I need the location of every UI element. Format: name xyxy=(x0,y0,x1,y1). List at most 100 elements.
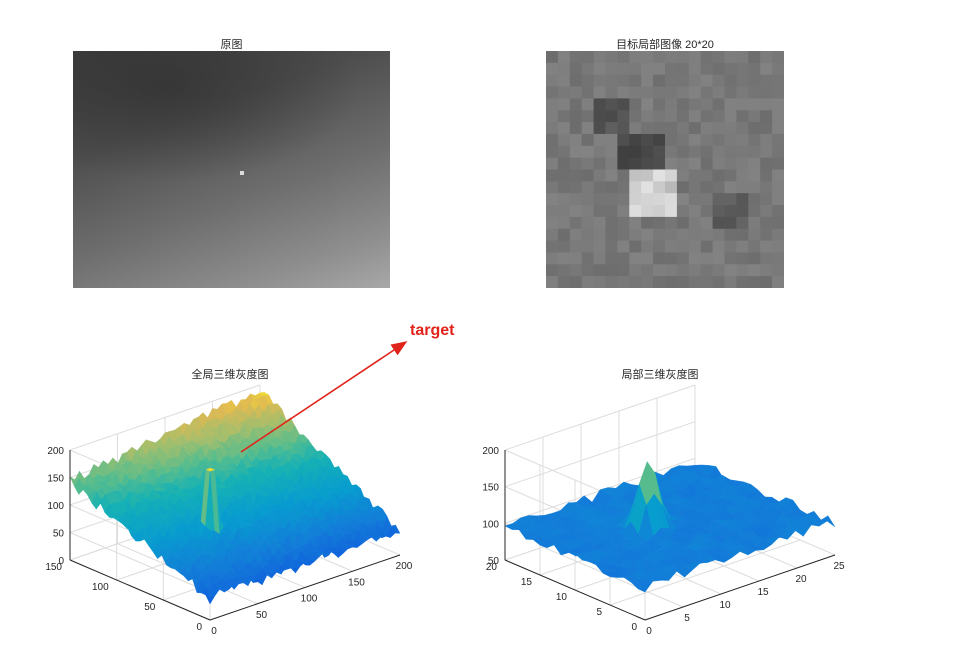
pixel-cell xyxy=(665,98,678,111)
pixel-cell xyxy=(665,122,678,135)
pixel-cell xyxy=(724,157,737,170)
pixel-cell xyxy=(760,98,773,111)
pixel-cell xyxy=(641,98,654,111)
pixel-cell xyxy=(629,193,642,206)
y-tick-label: 0 xyxy=(631,622,637,633)
pixel-cell xyxy=(665,110,678,123)
pixel-cell xyxy=(772,240,784,253)
pixel-cell xyxy=(665,228,678,242)
pixel-cell xyxy=(605,122,618,135)
pixel-cell xyxy=(712,122,725,135)
pixel-cell xyxy=(605,169,618,182)
surface-face xyxy=(637,580,654,593)
pixel-cell xyxy=(629,181,642,194)
pixel-cell xyxy=(581,181,595,194)
pixel-cell xyxy=(593,145,606,159)
pixel-cell xyxy=(665,169,678,182)
z-tick-label: 150 xyxy=(47,474,64,485)
pixel-cell xyxy=(641,62,654,76)
pixel-cell xyxy=(593,86,606,99)
pixel-cell xyxy=(546,98,559,111)
pixel-cell xyxy=(688,264,702,277)
pixel-cell xyxy=(605,133,618,147)
pixel-cell xyxy=(736,181,749,194)
pixel-cell xyxy=(605,216,618,230)
pixel-cell xyxy=(700,51,714,64)
pixel-cell xyxy=(617,133,630,147)
pixel-cell xyxy=(546,157,559,170)
pixel-cell xyxy=(665,157,678,170)
y-tick-label: 5 xyxy=(596,607,602,618)
pixel-cell xyxy=(700,193,714,206)
pixel-cell xyxy=(641,193,654,206)
pixel-cell xyxy=(581,264,595,277)
pixel-cell xyxy=(546,181,559,194)
pixel-cell xyxy=(772,264,784,277)
pixel-cell xyxy=(748,86,761,99)
pixel-cell xyxy=(557,205,571,218)
x-tick-label: 5 xyxy=(684,613,690,624)
local-pixel-grid xyxy=(546,51,784,288)
pixel-cell xyxy=(557,110,571,123)
pixel-cell xyxy=(736,86,749,99)
z-tick-label: 50 xyxy=(53,529,65,540)
pixel-cell xyxy=(688,122,702,135)
pixel-cell xyxy=(546,51,559,64)
pixel-cell xyxy=(617,240,630,253)
pixel-cell xyxy=(712,145,725,159)
pixel-cell xyxy=(688,205,702,218)
pixel-cell xyxy=(736,51,749,64)
pixel-cell xyxy=(700,252,714,265)
x-tick-label: 25 xyxy=(833,561,845,572)
pixel-cell xyxy=(557,240,571,253)
pixel-cell xyxy=(569,252,583,265)
pixel-cell xyxy=(688,74,702,88)
pixel-cell xyxy=(748,181,761,194)
pixel-cell xyxy=(724,193,737,206)
pixel-cell xyxy=(665,193,678,206)
pixel-cell xyxy=(724,145,737,159)
pixel-cell xyxy=(593,98,606,111)
x-tick-label: 50 xyxy=(256,610,268,621)
z-tick-label: 0 xyxy=(58,556,64,567)
pixel-cell xyxy=(700,205,714,218)
pixel-cell xyxy=(569,264,583,277)
pixel-cell xyxy=(617,252,630,265)
pixel-cell xyxy=(546,276,559,288)
pixel-cell xyxy=(593,205,606,218)
pixel-cell xyxy=(724,51,737,64)
y-tick-label: 100 xyxy=(92,582,109,593)
z-tick-label: 150 xyxy=(482,483,499,494)
pixel-cell xyxy=(700,240,714,253)
pixel-cell xyxy=(617,145,630,159)
local-image-20x20 xyxy=(546,51,784,288)
pixel-cell xyxy=(617,122,630,135)
pixel-cell xyxy=(712,264,725,277)
z-tick-label: 100 xyxy=(47,501,64,512)
pixel-cell xyxy=(581,62,595,76)
pixel-cell xyxy=(665,216,678,230)
pixel-cell xyxy=(676,252,690,265)
pixel-cell xyxy=(772,157,784,170)
pixel-cell xyxy=(736,145,749,159)
pixel-cell xyxy=(546,205,559,218)
pixel-cell xyxy=(653,181,666,194)
pixel-cell xyxy=(581,193,595,206)
gridline xyxy=(609,539,801,606)
y-tick-label: 20 xyxy=(486,562,498,573)
pixel-cell xyxy=(569,193,583,206)
pixel-cell xyxy=(557,157,571,170)
pixel-cell xyxy=(569,276,583,288)
pixel-cell xyxy=(736,193,749,206)
pixel-cell xyxy=(593,133,606,147)
pixel-cell xyxy=(676,98,690,111)
y-tick-label: 50 xyxy=(144,602,156,613)
pixel-cell xyxy=(546,240,559,253)
pixel-cell xyxy=(665,145,678,159)
pixel-cell xyxy=(772,181,784,194)
pixel-cell xyxy=(581,205,595,218)
pixel-cell xyxy=(581,252,595,265)
pixel-cell xyxy=(641,122,654,135)
pixel-cell xyxy=(700,264,714,277)
pixel-cell xyxy=(641,181,654,194)
